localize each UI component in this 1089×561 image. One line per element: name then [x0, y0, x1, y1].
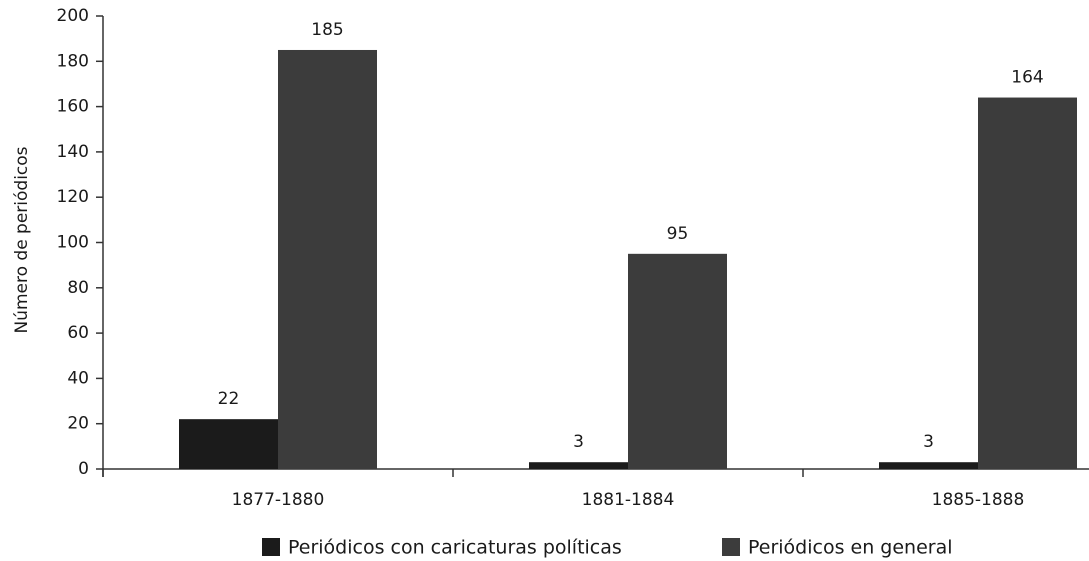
bar	[278, 49, 377, 469]
data-label: 22	[218, 389, 240, 409]
y-axis-label: Número de periódicos	[12, 146, 32, 333]
bar	[628, 253, 727, 469]
data-label: 164	[1011, 68, 1043, 88]
y-tick-label: 200	[57, 6, 89, 26]
legend-swatch	[722, 538, 740, 556]
y-tick-label: 100	[57, 233, 89, 253]
x-tick-label: 1877-1880	[232, 490, 325, 510]
y-tick-label: 140	[57, 142, 89, 162]
legend-label: Periódicos en general	[748, 537, 953, 559]
data-label: 3	[573, 432, 584, 452]
y-tick-label: 0	[78, 459, 89, 479]
bar	[529, 462, 628, 469]
y-tick-label: 80	[67, 278, 89, 298]
y-tick-label: 160	[57, 97, 89, 117]
data-label: 185	[311, 20, 343, 40]
y-tick-label: 180	[57, 51, 89, 71]
data-label: 95	[667, 224, 689, 244]
legend-swatch	[262, 538, 280, 556]
data-label: 3	[923, 432, 934, 452]
x-tick-label: 1881-1884	[582, 490, 675, 510]
y-tick-label: 60	[67, 323, 89, 343]
legend-label: Periódicos con caricaturas políticas	[288, 537, 622, 559]
bar	[879, 462, 978, 469]
bar	[179, 419, 278, 469]
y-tick-label: 20	[67, 414, 89, 434]
x-tick-label: 1885-1888	[932, 490, 1025, 510]
bar	[978, 97, 1077, 469]
y-tick-label: 120	[57, 187, 89, 207]
y-tick-label: 40	[67, 368, 89, 388]
